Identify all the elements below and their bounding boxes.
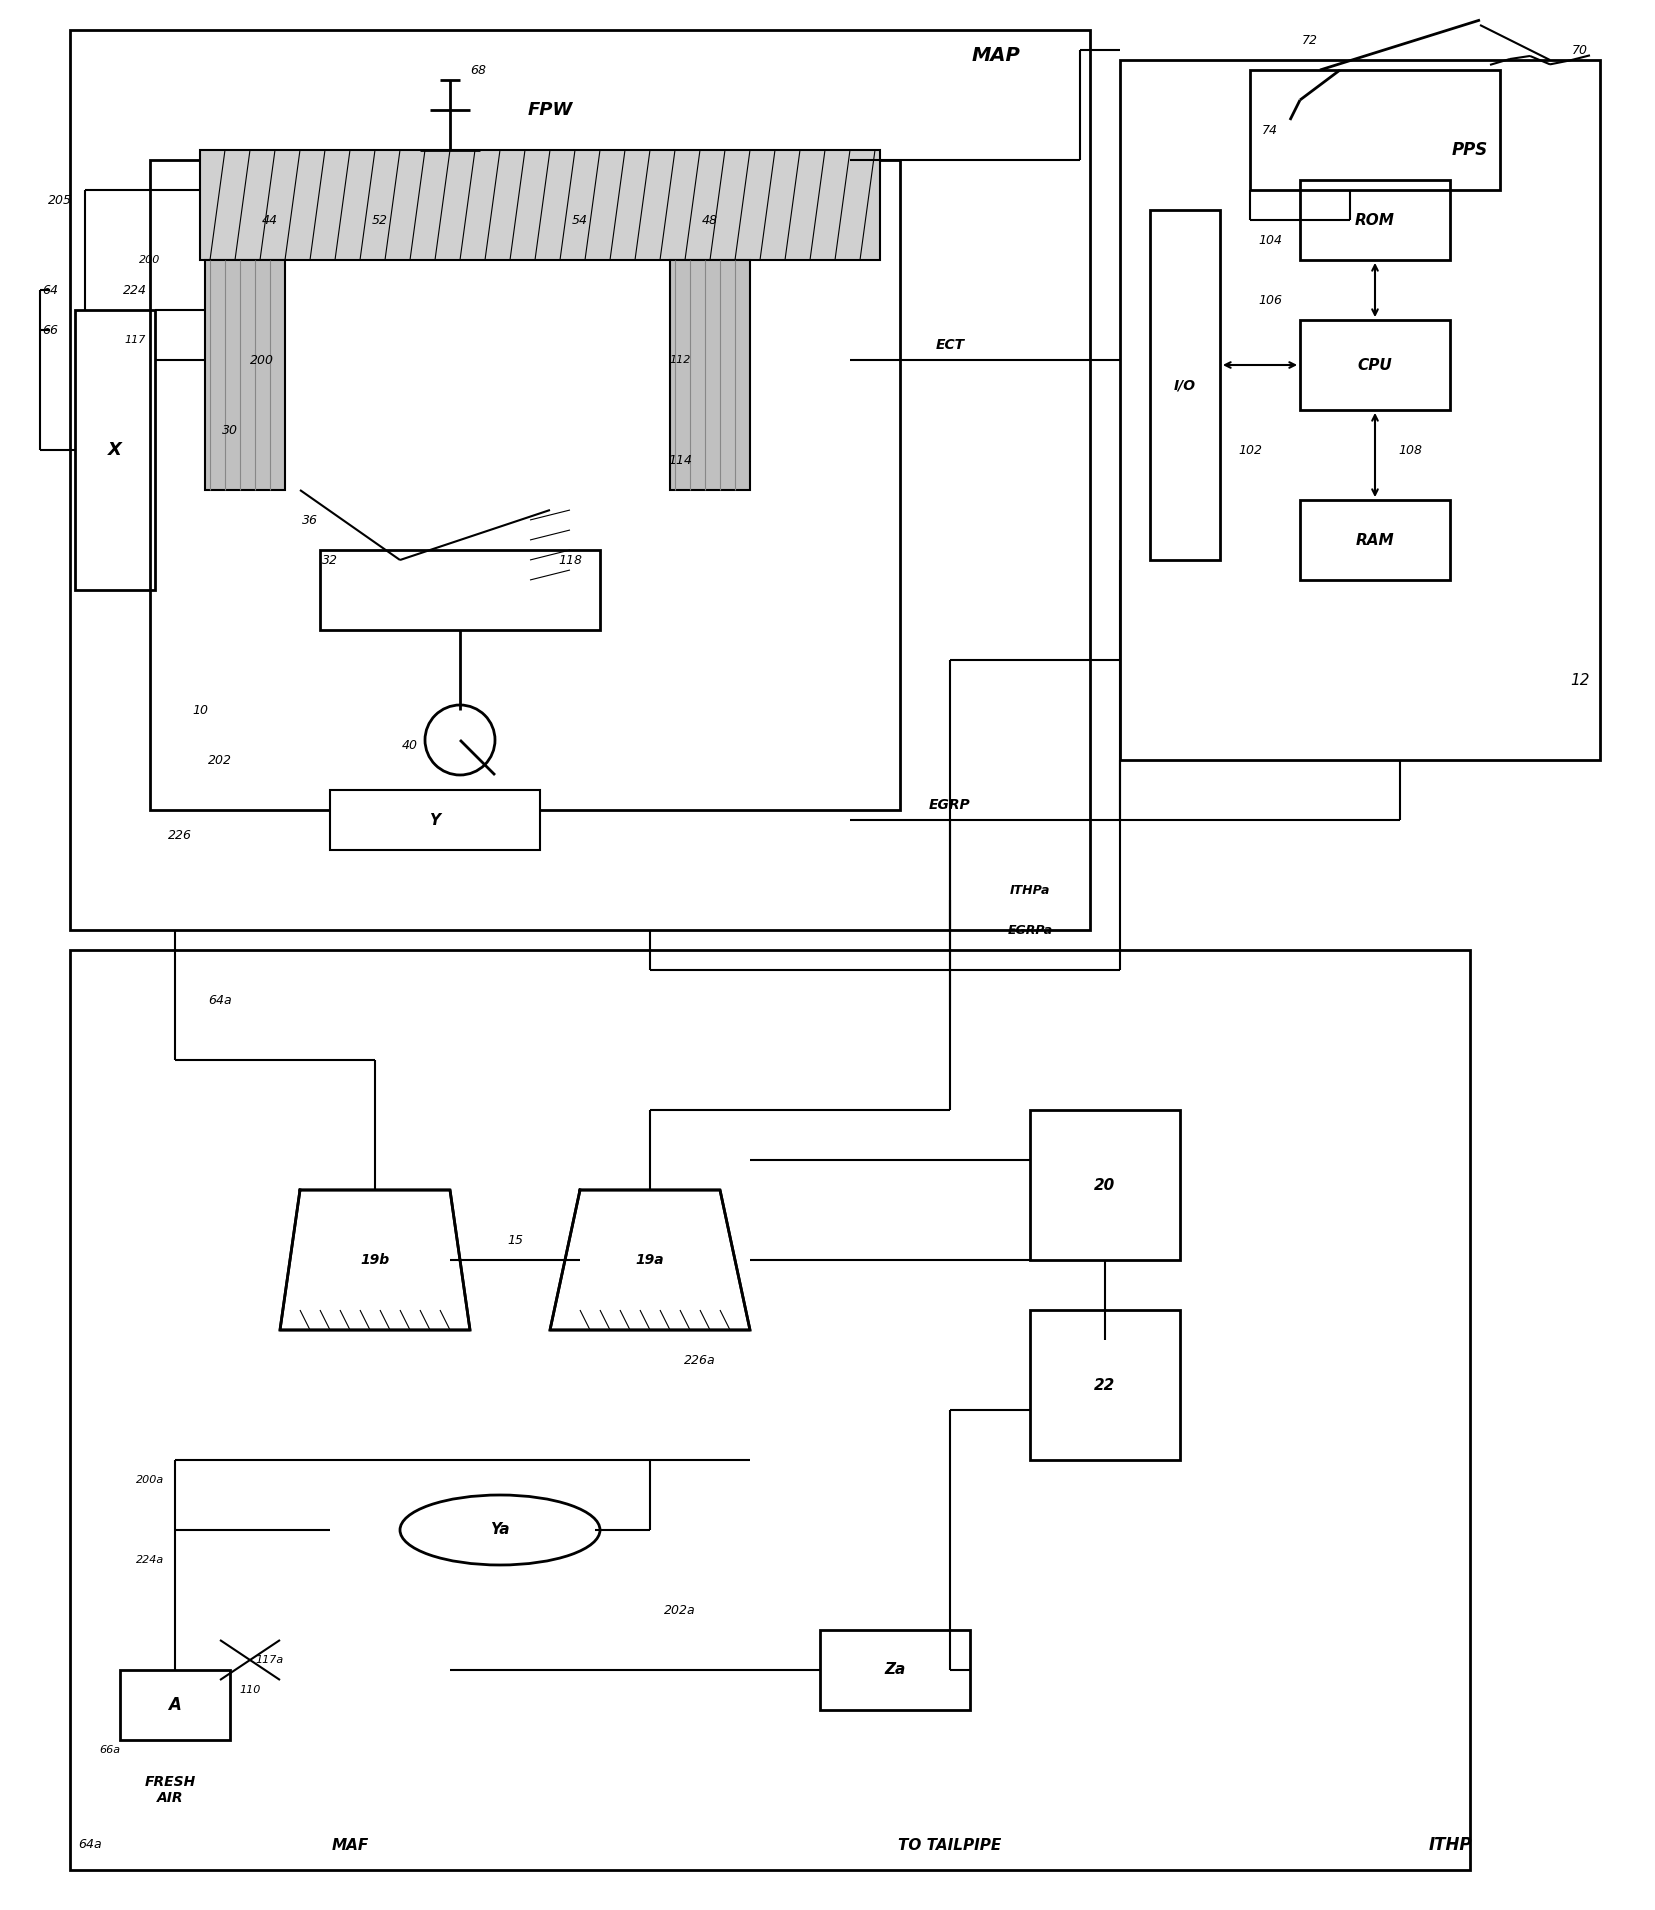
Text: 110: 110 <box>240 1685 261 1694</box>
Text: 202: 202 <box>209 754 232 766</box>
Polygon shape <box>280 1190 470 1329</box>
Text: 52: 52 <box>372 214 387 227</box>
Text: 226: 226 <box>169 829 192 842</box>
Text: EGRP: EGRP <box>928 798 971 812</box>
FancyBboxPatch shape <box>329 791 540 850</box>
Text: PPS: PPS <box>1451 141 1488 159</box>
Text: A: A <box>169 1696 182 1713</box>
Ellipse shape <box>401 1496 601 1564</box>
Text: 19a: 19a <box>636 1253 664 1266</box>
Text: 102: 102 <box>1238 443 1263 456</box>
FancyBboxPatch shape <box>200 151 880 260</box>
Text: FPW: FPW <box>528 101 573 118</box>
FancyBboxPatch shape <box>319 550 601 630</box>
Text: MAF: MAF <box>331 1837 369 1853</box>
Text: 74: 74 <box>1263 124 1278 136</box>
FancyBboxPatch shape <box>670 260 750 491</box>
Polygon shape <box>549 1190 750 1329</box>
Text: 48: 48 <box>702 214 718 227</box>
Text: FRESH
AIR: FRESH AIR <box>144 1774 195 1805</box>
Text: 224: 224 <box>122 283 147 296</box>
Text: CPU: CPU <box>1357 357 1392 372</box>
Text: X: X <box>108 441 122 458</box>
Text: 112: 112 <box>669 355 690 365</box>
Text: 10: 10 <box>192 703 209 716</box>
Text: Za: Za <box>884 1662 905 1677</box>
Text: 72: 72 <box>1302 34 1317 46</box>
Text: 64a: 64a <box>78 1839 103 1851</box>
Text: ITHP: ITHP <box>1428 1836 1471 1855</box>
Text: 205: 205 <box>48 193 73 206</box>
Text: Y: Y <box>430 812 440 827</box>
Text: MAP: MAP <box>971 46 1019 65</box>
Text: 200a: 200a <box>136 1475 164 1484</box>
Text: TO TAILPIPE: TO TAILPIPE <box>899 1837 1001 1853</box>
Text: 200: 200 <box>250 353 275 367</box>
Text: RAM: RAM <box>1355 533 1394 548</box>
Text: 44: 44 <box>261 214 278 227</box>
Text: ECT: ECT <box>935 338 965 351</box>
Text: 106: 106 <box>1258 294 1283 306</box>
Text: I/O: I/O <box>1173 378 1197 392</box>
Text: 64: 64 <box>41 283 58 296</box>
Text: 30: 30 <box>222 424 238 437</box>
Text: ROM: ROM <box>1355 212 1395 227</box>
Text: 68: 68 <box>470 63 487 76</box>
Text: 15: 15 <box>506 1234 523 1247</box>
Text: 22: 22 <box>1094 1377 1115 1392</box>
Text: Ya: Ya <box>490 1522 510 1538</box>
Text: 12: 12 <box>1571 672 1590 688</box>
Text: 32: 32 <box>323 554 338 567</box>
Text: 117: 117 <box>124 334 146 346</box>
Text: 226a: 226a <box>684 1354 717 1366</box>
FancyBboxPatch shape <box>205 260 285 491</box>
Text: 114: 114 <box>669 453 692 466</box>
Text: 117a: 117a <box>257 1654 285 1666</box>
Text: 70: 70 <box>1572 44 1589 57</box>
Text: 20: 20 <box>1094 1177 1115 1192</box>
Text: EGRPa: EGRPa <box>1008 924 1053 936</box>
Text: 36: 36 <box>301 514 318 527</box>
Text: 202a: 202a <box>664 1604 695 1616</box>
Text: ITHPa: ITHPa <box>1010 884 1051 896</box>
Text: 104: 104 <box>1258 233 1283 246</box>
Text: 66a: 66a <box>99 1746 121 1755</box>
Text: 54: 54 <box>573 214 588 227</box>
Text: 200: 200 <box>139 256 161 265</box>
Text: 66: 66 <box>41 323 58 336</box>
Text: 224a: 224a <box>136 1555 164 1564</box>
Text: 108: 108 <box>1398 443 1422 456</box>
Text: 64a: 64a <box>209 993 232 1007</box>
Text: 118: 118 <box>558 554 583 567</box>
Text: 40: 40 <box>402 739 419 751</box>
Text: 19b: 19b <box>361 1253 389 1266</box>
